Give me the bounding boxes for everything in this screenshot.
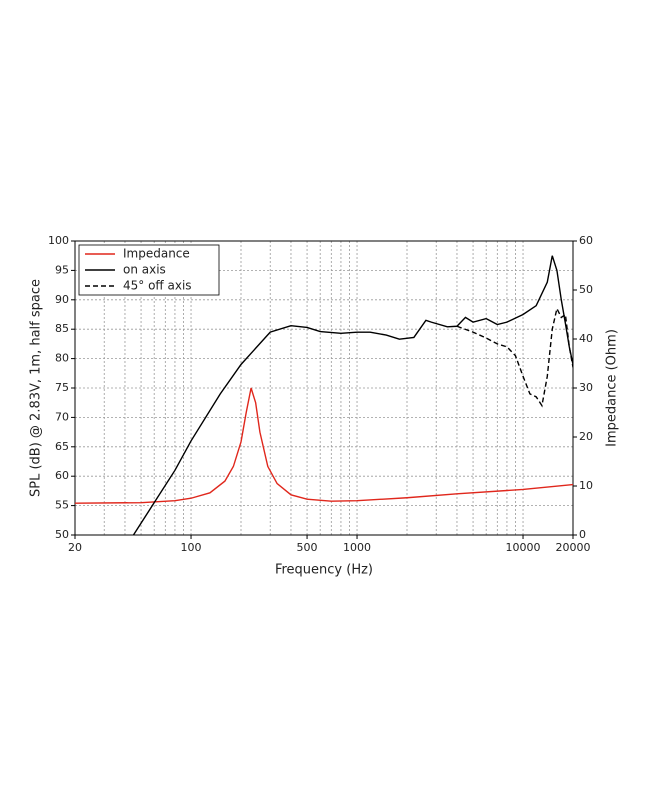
y-tick-label: 50 <box>55 528 69 541</box>
y-tick-label: 60 <box>55 469 69 482</box>
legend-label: 45° off axis <box>123 279 192 293</box>
y2-tick-label: 40 <box>579 332 593 345</box>
y-tick-label: 95 <box>55 263 69 276</box>
legend-label: Impedance <box>123 247 190 261</box>
y2-tick-label: 20 <box>579 430 593 443</box>
series-line <box>75 387 573 504</box>
x-axis-title: Frequency (Hz) <box>275 563 373 578</box>
x-tick-label: 1000 <box>343 541 371 554</box>
y2-tick-label: 60 <box>579 234 593 247</box>
plot-frame <box>74 240 574 536</box>
series-line <box>456 306 573 408</box>
series-line <box>132 255 573 535</box>
x-tick-label: 10000 <box>506 541 541 554</box>
y-tick-label: 100 <box>48 234 69 247</box>
x-tick-label: 20000 <box>556 541 591 554</box>
x-tick-label: 20 <box>68 541 82 554</box>
y2-tick-label: 50 <box>579 283 593 296</box>
y-tick-label: 80 <box>55 352 69 365</box>
y2-tick-label: 10 <box>579 479 593 492</box>
y2-tick-label: 30 <box>579 381 593 394</box>
y-tick-label: 75 <box>55 381 69 394</box>
y-tick-label: 55 <box>55 499 69 512</box>
x-tick-label: 500 <box>297 541 318 554</box>
y-tick-label: 90 <box>55 293 69 306</box>
y-tick-label: 70 <box>55 410 69 423</box>
y2-axis-title: Impedance (Ohm) <box>605 329 620 447</box>
legend-label: on axis <box>123 263 166 277</box>
y-axis-title: SPL (dB) @ 2.83V, 1m, half space <box>29 279 44 497</box>
x-tick-label: 100 <box>181 541 202 554</box>
y-tick-label: 65 <box>55 440 69 453</box>
y-tick-label: 85 <box>55 322 69 335</box>
y2-tick-label: 0 <box>579 528 586 541</box>
